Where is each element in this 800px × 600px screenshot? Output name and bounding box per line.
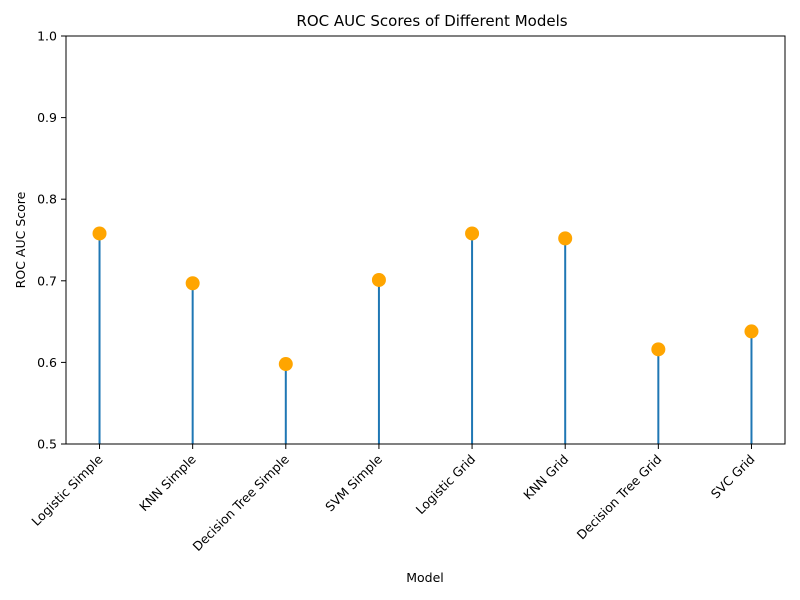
y-axis-title: ROC AUC Score [13, 191, 28, 288]
y-tick-label: 0.9 [37, 110, 57, 125]
stems [98, 233, 753, 444]
x-tick-label: Decision Tree Grid [574, 452, 665, 543]
markers [92, 226, 759, 372]
data-marker [278, 357, 293, 372]
data-marker [371, 272, 386, 287]
x-tick-label: KNN Simple [136, 451, 199, 514]
y-tick-label: 0.7 [37, 273, 57, 288]
x-tick-label: Logistic Simple [28, 451, 105, 528]
data-marker [744, 324, 759, 339]
y-tick-label: 0.8 [37, 192, 57, 207]
x-tick-label: Logistic Grid [413, 452, 479, 518]
x-tick-label: SVM Simple [322, 451, 385, 514]
chart-title: ROC AUC Scores of Different Models [296, 12, 567, 30]
x-axis-title: Model [406, 570, 444, 585]
data-marker [185, 276, 200, 291]
x-tick-label: SVC Grid [708, 452, 758, 502]
y-tick-label: 1.0 [37, 29, 57, 44]
y-tick-label: 0.6 [37, 355, 57, 370]
data-marker [651, 342, 666, 357]
plot-frame [65, 35, 786, 445]
x-tick-label: KNN Grid [520, 452, 571, 503]
x-tick-label: Decision Tree Simple [189, 451, 292, 554]
data-marker [558, 231, 573, 246]
y-tick-label: 0.5 [37, 437, 57, 452]
data-marker [465, 226, 480, 241]
data-marker [92, 226, 107, 241]
y-axis: 0.5 0.6 0.7 0.8 0.9 1.0 [37, 29, 66, 452]
